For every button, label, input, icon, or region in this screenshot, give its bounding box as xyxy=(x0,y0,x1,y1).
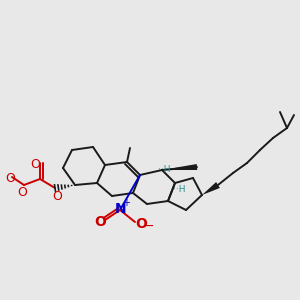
Text: O: O xyxy=(17,187,27,200)
Text: ··H: ··H xyxy=(173,184,185,194)
Text: O: O xyxy=(135,217,147,231)
Polygon shape xyxy=(202,182,220,195)
Text: O: O xyxy=(5,172,15,184)
Text: O: O xyxy=(30,158,40,170)
Text: O: O xyxy=(94,215,106,229)
Text: +: + xyxy=(122,198,130,208)
Text: N: N xyxy=(115,202,127,216)
Polygon shape xyxy=(162,164,197,170)
Text: −: − xyxy=(144,220,154,232)
Text: O: O xyxy=(52,190,62,202)
Text: ··H: ··H xyxy=(158,166,170,175)
